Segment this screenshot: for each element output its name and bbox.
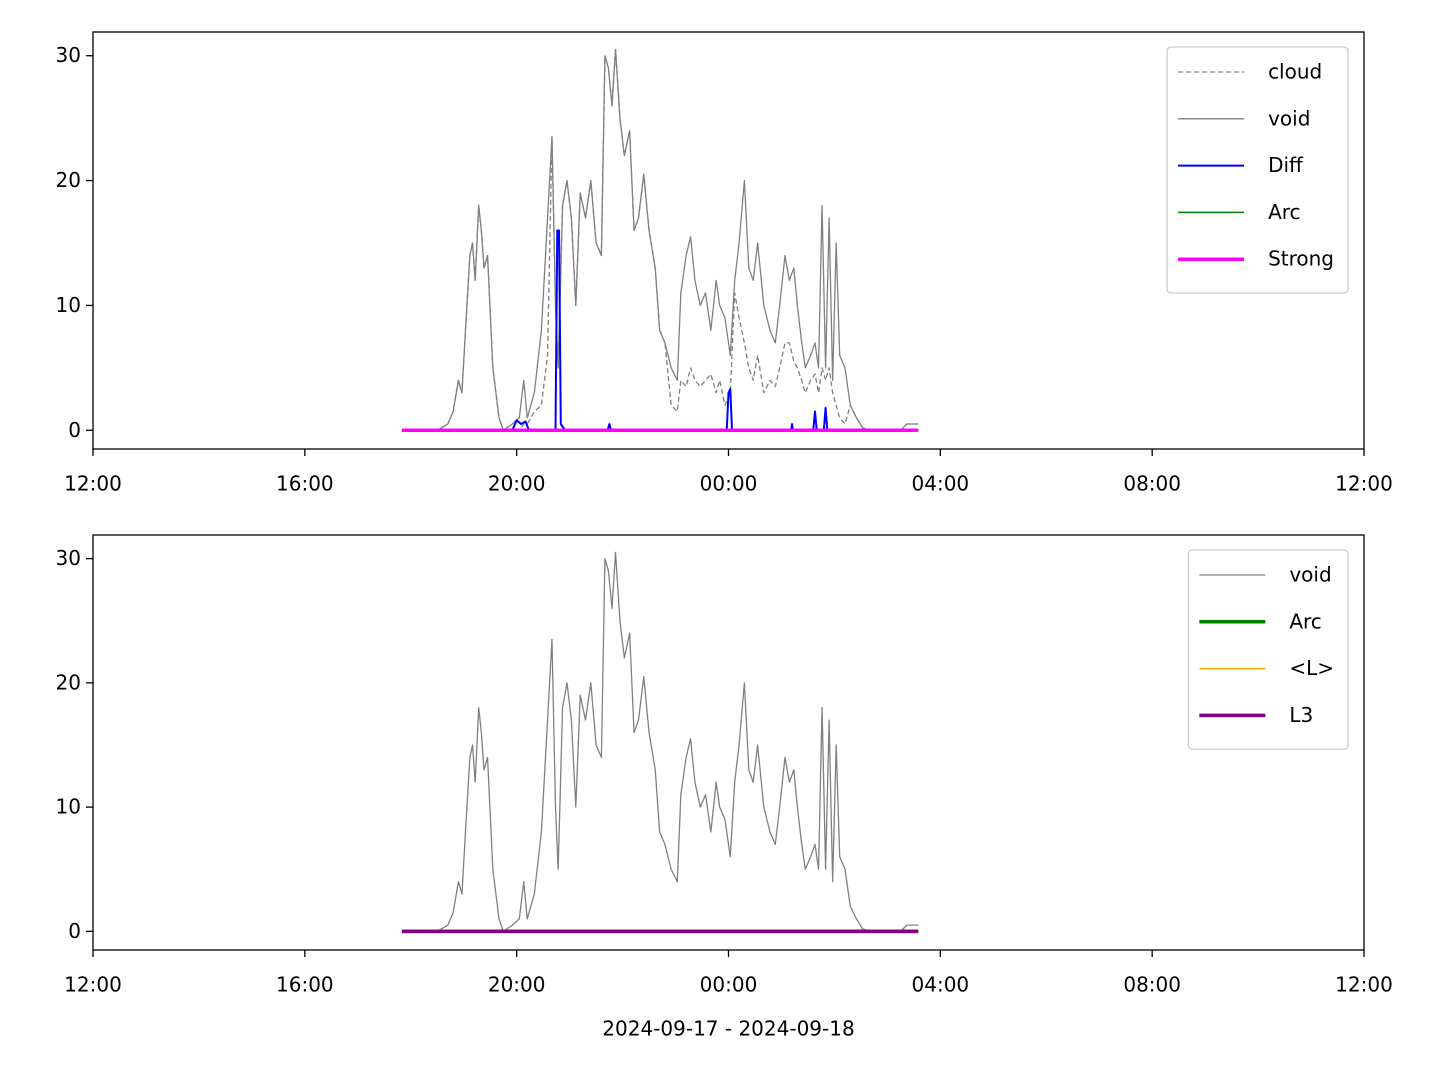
x-tick-label: 04:00 bbox=[912, 973, 970, 997]
plot-area bbox=[93, 32, 1364, 449]
legend-label: Arc bbox=[1268, 200, 1300, 224]
legend-box bbox=[1187, 549, 1349, 750]
axes-frame bbox=[92, 31, 1365, 450]
x-axis-label: 2024-09-17 - 2024-09-18 bbox=[602, 1017, 854, 1041]
x-tick-label: 12:00 bbox=[64, 973, 122, 997]
x-tick-label: 20:00 bbox=[488, 973, 546, 997]
y-tick-label: 0 bbox=[68, 919, 81, 943]
y-tick-label: 10 bbox=[56, 795, 81, 819]
plot-lines bbox=[401, 551, 919, 934]
x-tick-label: 12:00 bbox=[1335, 472, 1393, 496]
y-tick-label: 30 bbox=[56, 43, 81, 67]
legend-label: void bbox=[1268, 106, 1310, 130]
x-tick-label: 12:00 bbox=[1335, 973, 1393, 997]
plot-area bbox=[93, 535, 1364, 950]
legend: cloud void Diff Arc Strong bbox=[1166, 46, 1349, 294]
legend: void Arc <L> L3 bbox=[1187, 549, 1349, 750]
x-tick-label: 00:00 bbox=[700, 973, 758, 997]
legend-label: L3 bbox=[1289, 703, 1313, 727]
x-tick-label: 16:00 bbox=[276, 973, 334, 997]
y-tick-label: 20 bbox=[56, 670, 81, 694]
axes-frame bbox=[92, 534, 1365, 951]
series-line bbox=[401, 48, 919, 431]
y-tick-label: 0 bbox=[68, 418, 81, 442]
series-line bbox=[401, 551, 919, 933]
legend-label: Strong bbox=[1268, 247, 1334, 271]
legend-label: cloud bbox=[1268, 60, 1322, 84]
plot-lines bbox=[401, 48, 919, 433]
legend-label: Diff bbox=[1268, 153, 1304, 177]
x-tick-label: 00:00 bbox=[700, 472, 758, 496]
x-tick-label: 08:00 bbox=[1123, 973, 1181, 997]
legend-label: Arc bbox=[1289, 609, 1321, 633]
x-tick-label: 20:00 bbox=[488, 472, 546, 496]
x-tick-label: 04:00 bbox=[912, 472, 970, 496]
legend-label: <L> bbox=[1289, 656, 1334, 680]
y-tick-label: 10 bbox=[56, 293, 81, 317]
legend-box bbox=[1166, 46, 1349, 294]
y-tick-label: 20 bbox=[56, 168, 81, 192]
x-tick-label: 12:00 bbox=[64, 472, 122, 496]
x-tick-label: 16:00 bbox=[276, 472, 334, 496]
x-tick-label: 08:00 bbox=[1123, 472, 1181, 496]
y-tick-label: 30 bbox=[56, 546, 81, 570]
legend-label: void bbox=[1289, 563, 1331, 587]
